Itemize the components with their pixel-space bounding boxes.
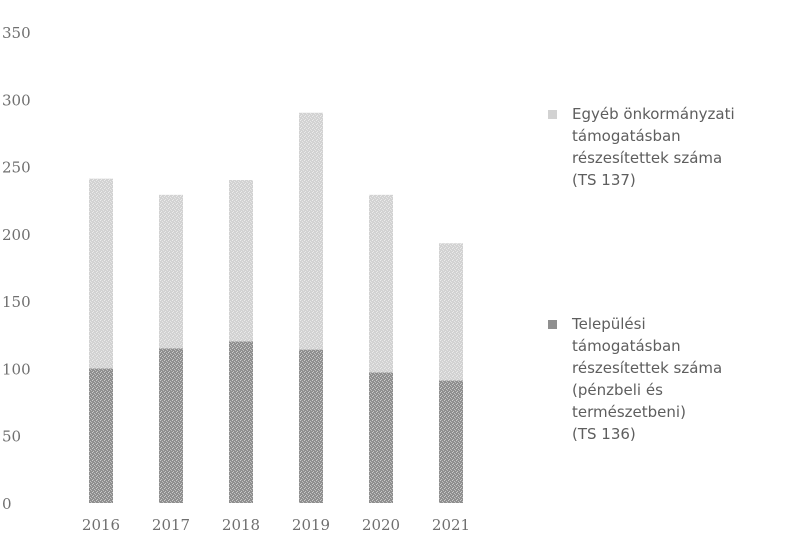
bar-texture (229, 180, 253, 342)
bar-texture (299, 349, 323, 503)
x-tick-label: 2016 (82, 516, 120, 534)
y-tick-label: 50 (2, 428, 21, 446)
y-tick-label: 250 (2, 159, 31, 177)
bar-texture (159, 194, 183, 349)
x-axis: 2016 2017 2018 2019 2020 2021 (82, 516, 470, 534)
x-tick-label: 2020 (362, 516, 400, 534)
bars (89, 112, 463, 503)
x-tick-label: 2019 (292, 516, 330, 534)
x-tick-label: 2018 (222, 516, 260, 534)
bar-texture (159, 348, 183, 503)
bar-texture (89, 178, 113, 369)
y-tick-label: 0 (2, 495, 12, 513)
x-tick-label: 2021 (432, 516, 470, 534)
x-tick-label: 2017 (152, 516, 190, 534)
legend-label-egyeb: Egyéb önkormányzati támogatásban részesí… (572, 105, 735, 189)
legend-swatch-egyeb (548, 110, 557, 119)
bar-texture (299, 112, 323, 350)
legend-swatch-telepulesi (548, 320, 557, 329)
legend-item-egyeb: Egyéb önkormányzati támogatásban részesí… (548, 103, 783, 191)
y-tick-label: 200 (2, 226, 31, 244)
y-tick-label: 300 (2, 91, 31, 109)
bar-texture (439, 243, 463, 381)
y-tick-label: 100 (2, 360, 31, 378)
y-tick-label: 150 (2, 293, 31, 311)
y-axis: 0 50 100 150 200 250 300 350 (2, 24, 31, 513)
bar-texture (89, 368, 113, 503)
bar-texture (229, 341, 253, 503)
bar-texture (369, 194, 393, 373)
legend-item-telepulesi: Települési támogatásban részesítettek sz… (548, 313, 783, 445)
bar-texture (369, 372, 393, 503)
legend-label-telepulesi: Települési támogatásban részesítettek sz… (572, 315, 723, 443)
bar-texture (439, 380, 463, 503)
y-tick-label: 350 (2, 24, 31, 42)
